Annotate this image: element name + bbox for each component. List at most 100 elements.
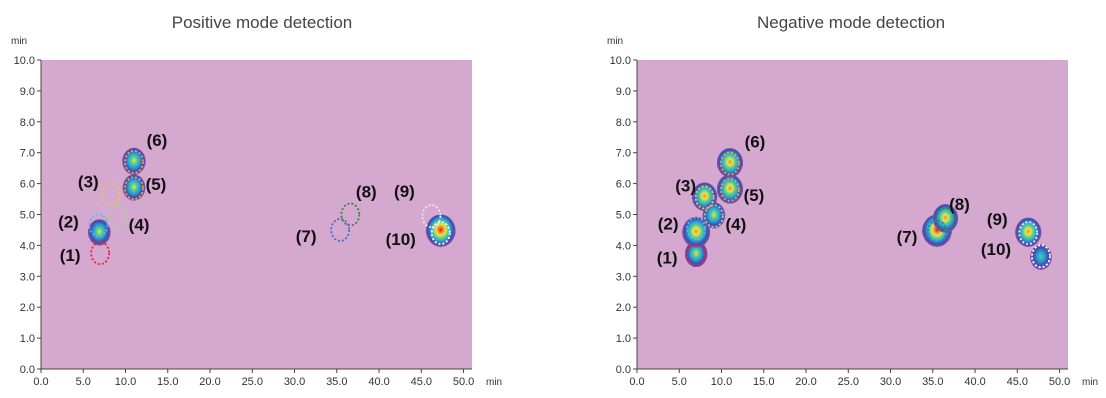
x-tick-label: 30.0 xyxy=(284,376,305,388)
peak-label: (6) xyxy=(147,131,168,150)
x-tick-label: 35.0 xyxy=(922,376,943,388)
peak-label: (4) xyxy=(726,215,747,234)
peak-marker-ellipse xyxy=(88,213,109,238)
peak-label: (6) xyxy=(745,133,766,152)
x-tick-label: 0.0 xyxy=(629,376,644,388)
x-tick-label: 20.0 xyxy=(795,376,816,388)
x-tick-label: 50.0 xyxy=(1049,376,1070,388)
peak-marker-ellipse xyxy=(686,242,707,267)
x-axis-label: min xyxy=(486,377,502,388)
peak-blob xyxy=(682,216,711,250)
chart-title: Positive mode detection xyxy=(172,13,353,32)
y-axis-label: min xyxy=(607,36,623,47)
y-tick-label: 4.0 xyxy=(20,240,35,252)
x-tick-label: 40.0 xyxy=(964,376,985,388)
y-tick-label: 1.0 xyxy=(616,333,631,345)
x-tick-label: 15.0 xyxy=(753,376,774,388)
y-tick-label: 5.0 xyxy=(616,210,631,222)
y-tick-label: 6.0 xyxy=(616,179,631,191)
peak-label: (8) xyxy=(949,195,970,214)
peak-marker-ellipse xyxy=(340,202,361,227)
peak-label: (5) xyxy=(146,175,167,194)
peak-label: (7) xyxy=(296,227,317,246)
x-tick-label: 10.0 xyxy=(115,376,136,388)
chart-panel-1: Positive mode detection (1) (2) (3) (4) (5) (6… xyxy=(11,13,502,388)
peak-label: (3) xyxy=(675,177,696,196)
x-tick-label: 35.0 xyxy=(326,376,347,388)
peak-marker-ellipse xyxy=(1018,221,1039,245)
y-tick-label: 8.0 xyxy=(20,117,35,129)
chart-panel-2: Negative mode detection (1) (2) (3) (4) (5) (6… xyxy=(607,13,1098,388)
y-axis-label: min xyxy=(11,36,27,47)
peak-label: (1) xyxy=(657,249,678,268)
peak-marker-ellipse xyxy=(927,219,947,244)
y-tick-label: 5.0 xyxy=(20,210,35,222)
y-tick-label: 9.0 xyxy=(616,86,631,98)
peak-marker-ellipse xyxy=(704,204,724,228)
x-tick-label: 20.0 xyxy=(199,376,220,388)
x-tick-label: 0.0 xyxy=(33,376,48,388)
y-tick-label: 6.0 xyxy=(20,179,35,191)
peak-marker-ellipse xyxy=(720,151,740,176)
y-tick-label: 8.0 xyxy=(616,117,631,129)
x-tick-label: 45.0 xyxy=(1007,376,1028,388)
peak-marker-ellipse xyxy=(90,241,111,266)
x-tick-label: 30.0 xyxy=(880,376,901,388)
peak-label: (9) xyxy=(394,182,415,201)
peak-label: (9) xyxy=(987,210,1008,229)
peak-marker-ellipse xyxy=(1031,244,1051,269)
x-tick-label: 40.0 xyxy=(368,376,389,388)
x-tick-label: 15.0 xyxy=(157,376,178,388)
peak-marker-ellipse xyxy=(686,216,707,241)
y-tick-label: 0.0 xyxy=(20,364,35,376)
y-tick-label: 2.0 xyxy=(616,302,631,314)
x-tick-label: 5.0 xyxy=(672,376,687,388)
y-tick-label: 3.0 xyxy=(616,271,631,283)
peak-marker-ellipse xyxy=(421,204,442,228)
y-tick-label: 7.0 xyxy=(20,148,35,160)
peak-marker-ellipse xyxy=(330,218,351,242)
peak-marker-ellipse xyxy=(935,207,956,232)
peak-marker-ellipse xyxy=(430,221,451,245)
y-tick-label: 4.0 xyxy=(616,240,631,252)
y-tick-label: 10.0 xyxy=(610,55,631,67)
y-tick-label: 9.0 xyxy=(20,86,35,98)
peak-label: (5) xyxy=(744,186,765,205)
y-tick-label: 10.0 xyxy=(14,55,35,67)
y-tick-label: 7.0 xyxy=(616,148,631,160)
peak-label: (4) xyxy=(129,216,150,235)
peak-marker-ellipse xyxy=(124,150,144,174)
peak-label: (10) xyxy=(386,230,416,249)
peak-label: (8) xyxy=(356,183,377,202)
x-tick-label: 25.0 xyxy=(242,376,263,388)
x-tick-label: 10.0 xyxy=(711,376,732,388)
peak-marker-ellipse xyxy=(720,177,740,202)
x-tick-label: 25.0 xyxy=(838,376,859,388)
y-tick-label: 1.0 xyxy=(20,333,35,345)
peak-label: (7) xyxy=(897,227,918,246)
peak-label: (2) xyxy=(658,214,679,233)
y-tick-label: 3.0 xyxy=(20,271,35,283)
peak-marker-ellipse xyxy=(100,182,121,207)
x-tick-label: 45.0 xyxy=(411,376,432,388)
peak-blob xyxy=(425,214,456,249)
y-tick-label: 0.0 xyxy=(616,364,631,376)
chart-title: Negative mode detection xyxy=(757,13,945,32)
x-tick-label: 50.0 xyxy=(453,376,474,388)
peak-marker-ellipse xyxy=(124,176,144,201)
y-tick-label: 2.0 xyxy=(20,302,35,314)
x-tick-label: 5.0 xyxy=(76,376,91,388)
peak-label: (3) xyxy=(78,172,99,191)
x-axis-label: min xyxy=(1082,377,1098,388)
plot-area xyxy=(41,60,472,369)
peak-label: (10) xyxy=(981,240,1011,259)
peak-blob xyxy=(122,174,146,203)
peak-blob xyxy=(87,219,111,247)
peak-label: (1) xyxy=(60,246,81,265)
peak-marker-ellipse xyxy=(107,205,127,230)
peak-marker-ellipse xyxy=(694,185,715,210)
peak-label: (2) xyxy=(58,212,79,231)
peak-blob xyxy=(702,202,726,230)
